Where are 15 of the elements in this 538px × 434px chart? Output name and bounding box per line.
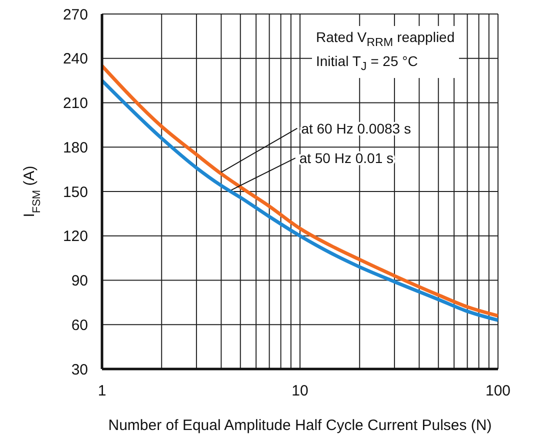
y-tick-label: 60 [71, 316, 88, 334]
y-tick-label: 270 [62, 6, 88, 24]
y-tick-label: 90 [71, 272, 88, 290]
x-axis-title: Number of Equal Amplitude Half Cycle Current Pulses (N) [108, 417, 492, 434]
annotation: Rated V$_{RRM}$ reapplied [316, 28, 455, 51]
y-tick-label: 150 [62, 184, 88, 201]
y-tick-label: 210 [62, 95, 88, 112]
x-tick-label: 10 [292, 382, 308, 400]
annotation: Initial T$_{J}$ = 25 °C [316, 52, 419, 75]
x-tick-label: 1 [98, 382, 106, 400]
y-tick-label: 120 [62, 228, 88, 246]
y-tick-label: 180 [62, 139, 88, 156]
y-tick-label: 30 [71, 361, 88, 378]
y-tick-label: 240 [62, 50, 88, 68]
x-tick-label: 100 [485, 382, 511, 400]
